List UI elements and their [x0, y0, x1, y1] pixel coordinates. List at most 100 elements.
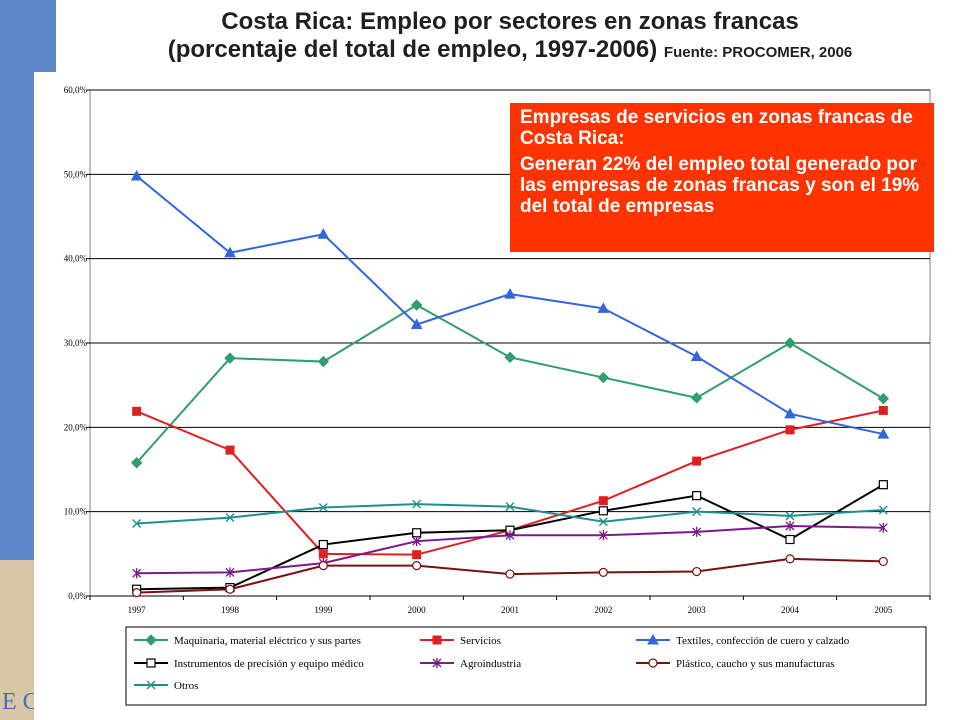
- logo-image: EC: [0, 560, 34, 720]
- data-point-series-1: [410, 299, 423, 311]
- data-point-series-6: [878, 556, 888, 567]
- data-point-series-5: [878, 522, 888, 533]
- data-point-series-7: [878, 505, 888, 515]
- data-point-series-3: [877, 428, 890, 439]
- data-point-series-2: [225, 445, 235, 455]
- left-decor-band-top: [34, 0, 56, 72]
- legend-marker-6: [648, 658, 658, 668]
- data-point-series-4: [598, 506, 608, 516]
- title-source: Fuente: PROCOMER, 2006: [663, 44, 853, 61]
- y-tick-label: 40,0%: [64, 254, 88, 264]
- legend-label-2: Servicios: [460, 635, 501, 647]
- data-point-series-7: [132, 518, 142, 528]
- data-point-series-5: [132, 568, 142, 579]
- y-tick-label: 50,0%: [64, 169, 88, 179]
- y-tick-label: 60,0%: [64, 85, 88, 95]
- y-tick-label: 0,0%: [68, 591, 87, 601]
- data-point-series-3: [597, 302, 610, 313]
- data-point-series-3: [224, 246, 236, 258]
- legend-label-3: Textiles, confección de cuero y calzado: [676, 635, 850, 647]
- callout-box: Empresas de servicios en zonas francas d…: [510, 103, 934, 252]
- x-tick-label: 2001: [501, 605, 519, 615]
- data-point-series-6: [132, 588, 142, 598]
- logo-text: EC: [2, 689, 34, 715]
- legend-label-4: Instrumentos de precisión y equipo médic…: [174, 658, 364, 670]
- data-point-series-1: [597, 371, 610, 384]
- data-point-series-6: [412, 561, 422, 571]
- legend-marker-2: [432, 635, 442, 645]
- data-point-series-2: [412, 550, 422, 560]
- data-point-series-3: [317, 228, 330, 239]
- data-point-series-1: [784, 337, 796, 349]
- data-point-series-2: [318, 549, 328, 559]
- data-point-series-5: [692, 526, 702, 537]
- legend-label-6: Plástico, caucho y sus manufacturas: [676, 658, 835, 670]
- data-point-series-1: [690, 392, 703, 404]
- data-point-series-4: [878, 480, 888, 490]
- data-point-series-4: [692, 491, 702, 501]
- y-tick-label: 20,0%: [64, 422, 88, 432]
- title-line-2-text: (porcentaje del total de empleo, 1997-20…: [167, 36, 658, 63]
- data-point-series-2: [785, 425, 795, 435]
- data-point-series-6: [785, 554, 795, 564]
- data-point-series-4: [412, 528, 422, 538]
- x-tick-label: 2005: [874, 605, 893, 615]
- data-point-series-4: [318, 539, 328, 550]
- legend-label-5: Agroindustria: [460, 658, 521, 670]
- data-point-series-6: [505, 569, 515, 579]
- data-point-series-3: [410, 318, 423, 329]
- data-point-series-7: [505, 502, 515, 512]
- legend-marker-3: [647, 633, 659, 645]
- x-tick-label: 1997: [128, 605, 146, 615]
- title-line-2: (porcentaje del total de empleo, 1997-20…: [60, 36, 960, 67]
- legend-box: [125, 626, 927, 706]
- data-point-series-5: [785, 521, 795, 532]
- data-point-series-3: [690, 350, 703, 361]
- chart-title: Costa Rica: Empleo por sectores en zonas…: [60, 8, 960, 67]
- y-tick-label: 10,0%: [64, 507, 88, 517]
- data-point-series-7: [785, 511, 795, 521]
- legend-marker-4: [146, 658, 156, 668]
- data-point-series-1: [224, 352, 236, 364]
- data-point-series-2: [598, 496, 608, 506]
- data-point-series-5: [505, 530, 515, 541]
- data-point-series-3: [784, 407, 796, 419]
- data-point-series-5: [412, 536, 422, 547]
- x-tick-label: 2000: [408, 605, 427, 615]
- legend-label-1: Maquinaria, material eléctrico y sus par…: [174, 635, 361, 647]
- data-point-series-1: [130, 457, 143, 469]
- data-point-series-7: [412, 499, 422, 509]
- data-point-series-6: [692, 566, 702, 577]
- title-line-1: Costa Rica: Empleo por sectores en zonas…: [221, 8, 799, 35]
- data-point-series-6: [225, 584, 235, 594]
- data-point-series-1: [504, 351, 516, 364]
- legend-marker-1: [145, 634, 157, 646]
- x-tick-label: 2003: [688, 605, 707, 615]
- data-point-series-5: [598, 530, 608, 541]
- data-point-series-2: [692, 456, 702, 466]
- legend-label-7: Otros: [174, 680, 198, 692]
- x-tick-label: 2002: [594, 605, 612, 615]
- y-tick-label: 30,0%: [64, 338, 88, 348]
- data-point-series-2: [878, 405, 888, 415]
- x-tick-label: 1998: [221, 605, 240, 615]
- callout-body: Generan 22% del empleo total generado po…: [520, 154, 920, 217]
- data-point-series-4: [785, 534, 795, 545]
- x-tick-label: 2004: [781, 605, 800, 615]
- legend-marker-7: [146, 680, 156, 690]
- legend-marker-5: [432, 658, 442, 668]
- data-point-series-3: [130, 169, 143, 181]
- x-tick-label: 1999: [314, 605, 333, 615]
- data-point-series-7: [692, 507, 702, 517]
- data-point-series-1: [877, 392, 890, 405]
- data-point-series-6: [598, 567, 608, 577]
- data-point-series-6: [318, 561, 328, 571]
- callout-heading: Empresas de servicios en zonas francas d…: [520, 107, 913, 149]
- data-point-series-7: [225, 513, 235, 523]
- data-point-series-1: [317, 355, 330, 368]
- data-point-series-7: [598, 517, 608, 527]
- data-point-series-2: [132, 406, 142, 416]
- data-point-series-5: [225, 567, 235, 578]
- data-point-series-3: [504, 288, 516, 299]
- data-point-series-7: [318, 502, 328, 512]
